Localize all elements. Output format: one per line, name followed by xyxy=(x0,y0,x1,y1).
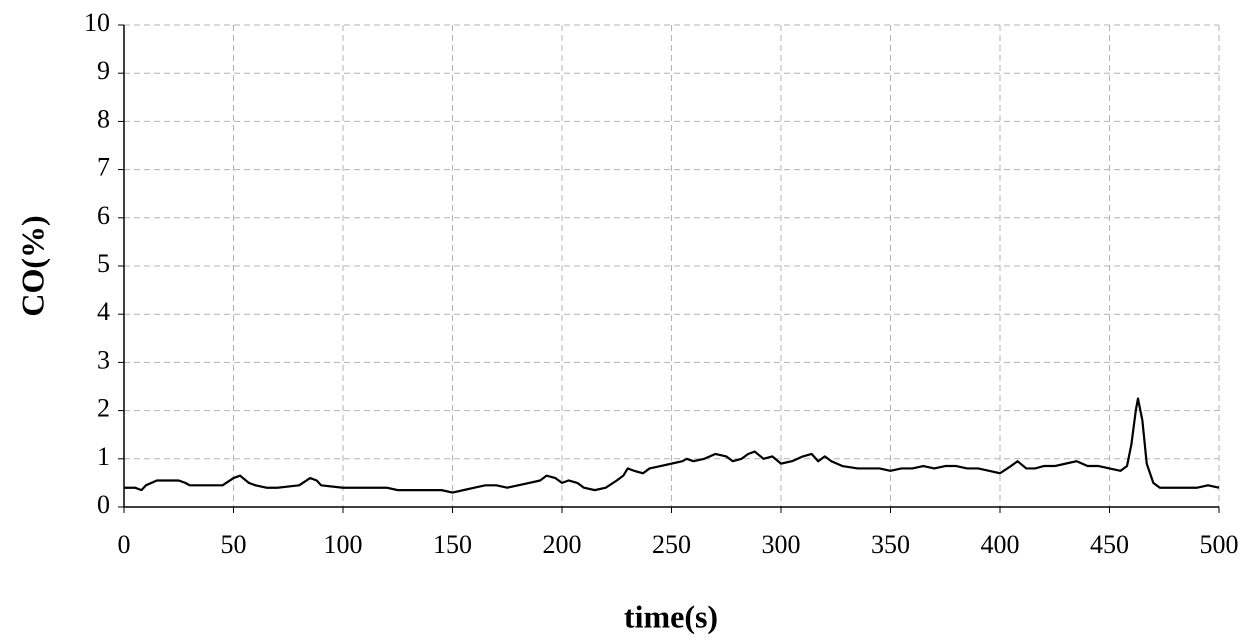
y-tick-label: 0 xyxy=(97,490,110,519)
x-tick-label: 300 xyxy=(762,530,801,559)
data-line xyxy=(124,397,1220,494)
y-axis-title: CO(%) xyxy=(14,215,50,316)
x-tick-label: 150 xyxy=(433,530,472,559)
y-tick-label: 6 xyxy=(97,201,110,230)
y-tick-label: 2 xyxy=(97,394,110,423)
y-tick-label: 5 xyxy=(97,249,110,278)
x-tick-label: 250 xyxy=(652,530,691,559)
y-tick-label: 1 xyxy=(97,442,110,471)
y-tick-label: 3 xyxy=(97,345,110,374)
x-tick-label: 200 xyxy=(543,530,582,559)
x-tick-label: 400 xyxy=(981,530,1020,559)
x-tick-label: 0 xyxy=(118,530,131,559)
x-tick-label: 100 xyxy=(324,530,363,559)
x-tick-label: 450 xyxy=(1090,530,1129,559)
y-tick-label: 9 xyxy=(97,56,110,85)
y-tick-label: 7 xyxy=(97,153,110,182)
y-tick-label: 4 xyxy=(97,297,110,326)
x-tick-label: 500 xyxy=(1200,530,1239,559)
x-tick-label: 350 xyxy=(871,530,910,559)
y-tick-label: 10 xyxy=(84,8,110,37)
y-tick-label: 8 xyxy=(97,104,110,133)
x-axis-title: time(s) xyxy=(624,598,718,634)
x-tick-label: 50 xyxy=(221,530,247,559)
